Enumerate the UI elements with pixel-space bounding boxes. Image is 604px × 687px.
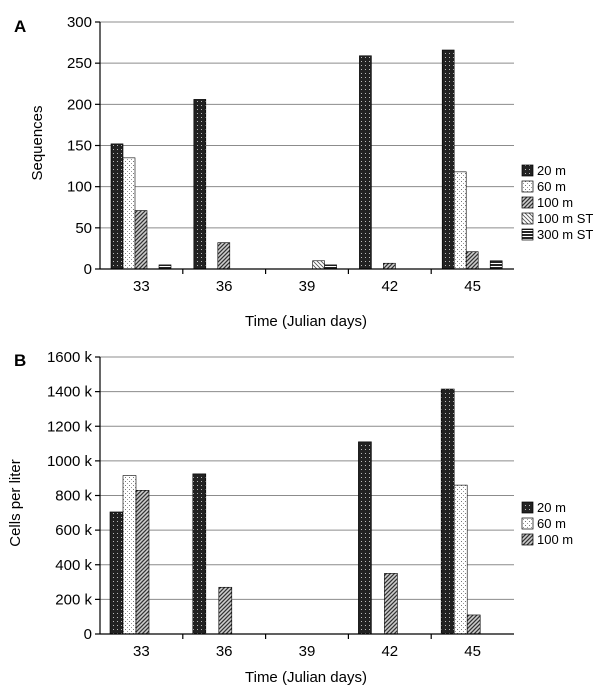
- x-tick-label: 39: [299, 278, 316, 295]
- legend-swatch-60-m: [521, 180, 534, 193]
- y-tick-label: 150: [67, 138, 92, 155]
- bar-60-m-day-45: [453, 171, 467, 270]
- y-tick-label: 0: [84, 261, 92, 278]
- legend-label-20-m: 20 m: [537, 500, 566, 515]
- bar-20-m-day-33: [109, 511, 124, 635]
- bar-100-m-day-36: [218, 586, 233, 635]
- x-tick-label: 33: [133, 643, 150, 660]
- bar-20-m-day-45: [440, 388, 455, 635]
- panel-letter-a: A: [14, 17, 26, 36]
- bar-100-m-day-42: [384, 573, 398, 635]
- y-tick-label: 50: [75, 220, 92, 237]
- x-tick-label: 36: [216, 643, 233, 660]
- axes-a: [95, 21, 514, 274]
- y-tick-label: 1000 k: [47, 453, 93, 470]
- y-axis-title-a: Sequences: [29, 105, 46, 180]
- x-tick-label: 45: [464, 643, 481, 660]
- x-tick-label: 42: [381, 643, 398, 660]
- bar-100-m-day-42: [383, 262, 396, 270]
- bar-60-m-day-45: [453, 484, 468, 635]
- panel-letter-b: B: [14, 351, 26, 370]
- y-tick-label: 300: [67, 14, 92, 31]
- bar-100-m-day-45: [465, 251, 479, 270]
- bar-20-m-day-36: [193, 99, 207, 270]
- y-tick-labels-b: 0 200 k 400 k 600 k 800 k 1000 k 1200 k 1400 k 1…: [47, 349, 93, 643]
- y-tick-label: 1600 k: [47, 349, 93, 366]
- bar-20-m-day-42: [359, 55, 372, 270]
- y-tick-label: 200 k: [55, 591, 92, 608]
- legend-swatch-100-m-st: [521, 212, 534, 225]
- bar-100-m-day-45: [466, 614, 481, 635]
- bar-20-m-day-42: [358, 441, 372, 635]
- panel-b: B 0 200 k 400 k 600 k 800 k 1000 k 1200 k 1400 …: [7, 349, 573, 686]
- x-axis-title-a: Time (Julian days): [245, 313, 367, 330]
- bar-100-m-day-33: [134, 210, 148, 270]
- y-tick-label: 1200 k: [47, 418, 93, 435]
- bar-100-m-day-36: [217, 242, 231, 270]
- x-tick-labels-a: 33 36 39 42 45: [133, 278, 481, 295]
- bar-100-m-day-33: [135, 490, 150, 635]
- x-tick-label: 36: [216, 278, 233, 295]
- bar-300-m-st-day-33: [158, 264, 172, 270]
- legend-swatch-20-m: [521, 501, 534, 514]
- legend-swatch-60-m: [521, 517, 534, 530]
- legend-label-100-m-st: 100 m ST: [537, 211, 593, 226]
- y-tick-label: 0: [84, 626, 92, 643]
- legend-label-60-m: 60 m: [537, 179, 566, 194]
- legend-label-20-m: 20 m: [537, 163, 566, 178]
- y-tick-labels-a: 0 50 100 150 200 250 300: [67, 14, 92, 278]
- bar-300-m-st-day-45: [489, 260, 503, 270]
- x-tick-label: 42: [381, 278, 398, 295]
- x-tick-labels-b: 33 36 39 42 45: [133, 643, 481, 660]
- x-axis-title-b: Time (Julian days): [245, 669, 367, 686]
- bar-20-m-day-33: [110, 143, 124, 270]
- x-tick-label: 39: [299, 643, 316, 660]
- bar-60-m-day-33: [122, 475, 137, 635]
- y-tick-label: 100: [67, 179, 92, 196]
- x-tick-label: 45: [464, 278, 481, 295]
- legend-label-300-m-st: 300 m ST: [537, 227, 593, 242]
- legend-swatch-20-m: [521, 164, 534, 177]
- y-tick-label: 600 k: [55, 522, 92, 539]
- legend-swatch-100-m: [521, 533, 534, 546]
- y-axis-title-b: Cells per liter: [7, 459, 24, 547]
- legend-label-100-m: 100 m: [537, 195, 573, 210]
- legend-swatch-100-m: [521, 196, 534, 209]
- bar-100-m-st-day-39: [312, 260, 325, 270]
- bar-20-m-day-45: [441, 49, 455, 270]
- bar-300-m-st-day-39: [324, 264, 337, 270]
- legend-swatch-300-m-st: [521, 228, 534, 241]
- y-tick-label: 800 k: [55, 488, 92, 505]
- bars-a: [110, 49, 503, 270]
- x-tick-label: 33: [133, 278, 150, 295]
- legend-label-100-m: 100 m: [537, 532, 573, 547]
- y-tick-label: 1400 k: [47, 384, 93, 401]
- legend-label-60-m: 60 m: [537, 516, 566, 531]
- y-tick-label: 200: [67, 96, 92, 113]
- axes-b: [95, 356, 514, 639]
- panel-a: A 0 50 100 150 200 250 300 33 36 39 42 45 Time (Ju…: [14, 14, 593, 330]
- y-tick-label: 400 k: [55, 557, 92, 574]
- bar-20-m-day-36: [192, 473, 207, 635]
- bar-60-m-day-33: [122, 157, 136, 270]
- y-tick-label: 250: [67, 55, 92, 72]
